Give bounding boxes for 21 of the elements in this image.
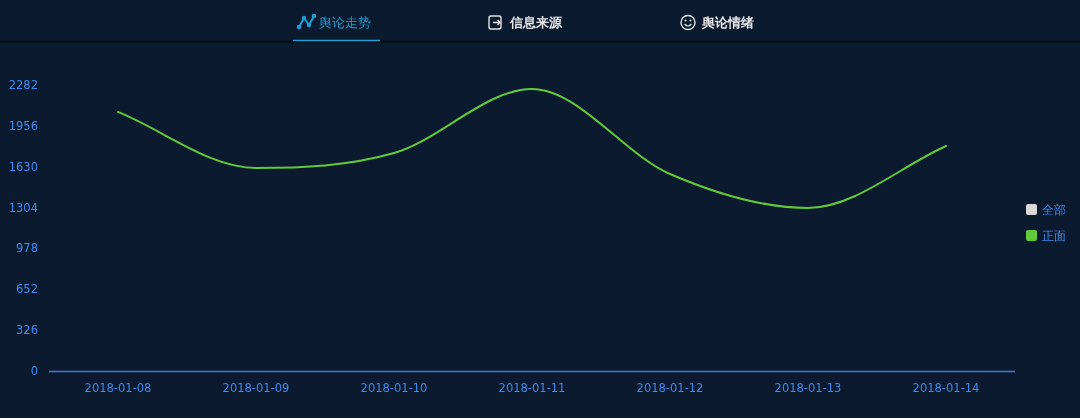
x-tick-label: 2018-01-13 bbox=[774, 381, 842, 395]
y-tick-label: 0 bbox=[30, 364, 38, 378]
x-tick-label: 2018-01-14 bbox=[912, 381, 980, 395]
y-tick-label: 2282 bbox=[8, 78, 38, 92]
x-tick-label: 2018-01-09 bbox=[222, 381, 290, 395]
text: 信息来源 bbox=[509, 15, 563, 30]
x-tick-label: 2018-01-12 bbox=[636, 381, 704, 395]
chart-title: 舆论走势 bbox=[319, 15, 371, 30]
legend-label: 正面 bbox=[1042, 229, 1066, 243]
x-tick-label: 2018-01-10 bbox=[360, 381, 428, 395]
y-tick-label: 326 bbox=[16, 323, 38, 338]
y-tick-label: 1304 bbox=[8, 200, 38, 215]
x-tick-label: 2018-01-08 bbox=[84, 381, 152, 395]
x-tick-label: 2018-01-11 bbox=[498, 381, 566, 395]
line-series bbox=[117, 88, 947, 209]
y-tick-label: 978 bbox=[16, 241, 38, 256]
legend-label: 全部 bbox=[1042, 203, 1066, 217]
y-tick-label: 1956 bbox=[8, 118, 38, 133]
text: 舆论情绪 bbox=[701, 15, 754, 30]
y-tick-label: 1630 bbox=[8, 159, 38, 174]
y-tick-label: 652 bbox=[16, 282, 38, 297]
